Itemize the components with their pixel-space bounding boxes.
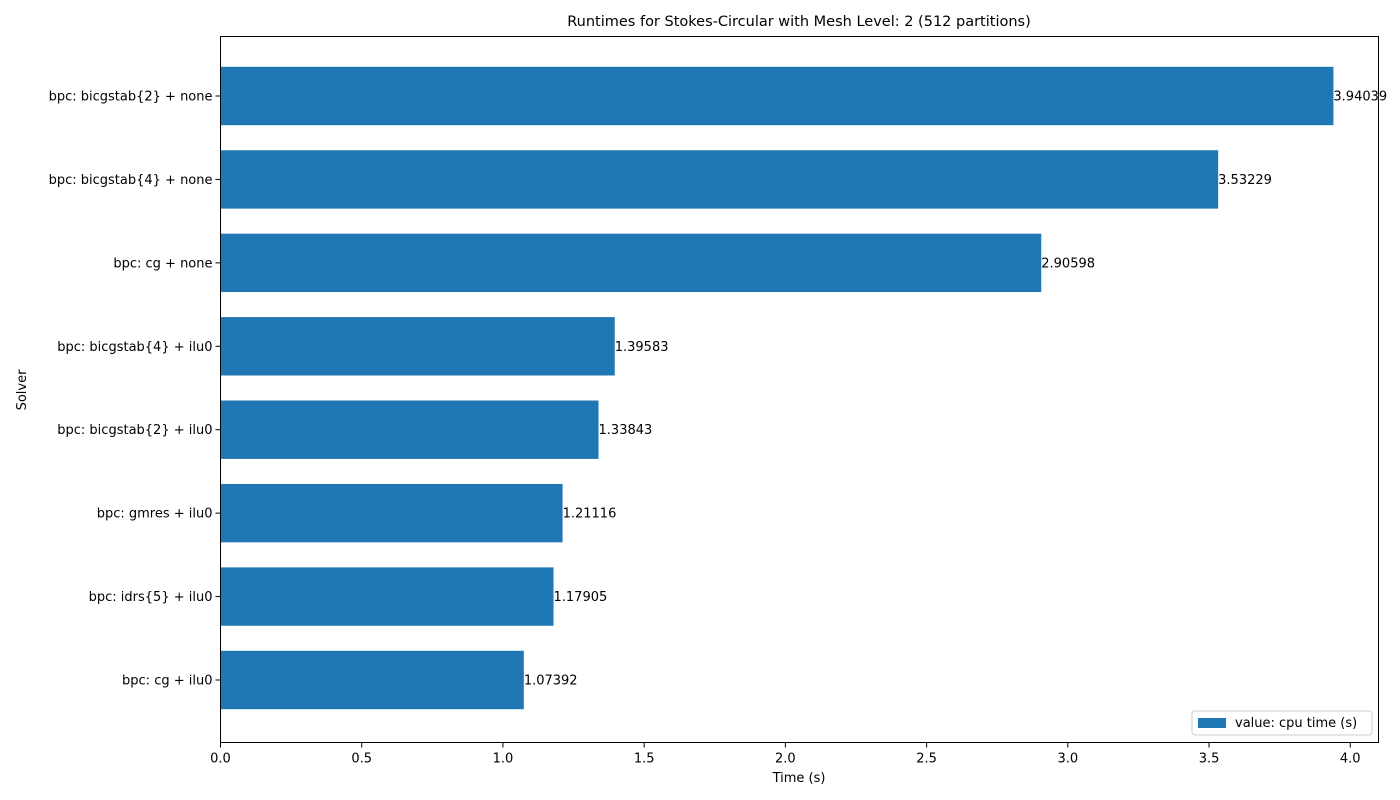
y-tick-label: bpc: bicgstab{2} + ilu0	[57, 423, 212, 438]
chart-title: Runtimes for Stokes-Circular with Mesh L…	[567, 14, 1031, 30]
x-tick-label: 2.5	[916, 752, 937, 767]
bar	[220, 233, 1042, 293]
legend-label: value: cpu time (s)	[1235, 716, 1357, 731]
bar	[220, 317, 615, 376]
bar	[220, 400, 599, 459]
x-tick-label: 0.0	[210, 752, 231, 767]
x-tick-label: 4.0	[1340, 752, 1361, 767]
y-axis-label: Solver	[15, 369, 30, 411]
x-tick-label: 1.5	[634, 752, 655, 767]
bars-layer	[220, 66, 1334, 710]
legend-swatch	[1198, 718, 1226, 728]
bar-value-label: 1.21116	[563, 507, 617, 522]
y-tick-label: bpc: bicgstab{4} + none	[49, 173, 213, 188]
x-axis-ticks: 0.0 0.5 1.0 1.5 2.0 2.5 3.0 3.5 4.0	[210, 742, 1361, 767]
bar	[220, 66, 1334, 126]
bar-value-label: 3.94039	[1333, 90, 1387, 105]
y-tick-label: bpc: gmres + ilu0	[97, 507, 213, 522]
y-tick-label: bpc: cg + none	[113, 256, 212, 271]
bar-value-label: 1.33843	[599, 423, 653, 438]
y-tick-label: bpc: cg + ilu0	[122, 674, 212, 689]
y-axis-ticks: bpc: bicgstab{2} + none bpc: bicgstab{4} …	[49, 90, 221, 689]
bar-value-label: 1.39583	[615, 340, 669, 355]
bar	[220, 567, 554, 626]
value-labels-layer: 3.94039 3.53229 2.90598 1.39583 1.33843 1.211…	[524, 90, 1387, 689]
bar-value-label: 1.17905	[554, 590, 608, 605]
x-tick-label: 0.5	[351, 752, 372, 767]
x-tick-label: 2.0	[775, 752, 796, 767]
plot-frame	[220, 36, 1379, 743]
x-tick-label: 3.5	[1199, 752, 1220, 767]
legend-box	[1191, 710, 1373, 736]
bar-value-label: 3.53229	[1218, 173, 1272, 188]
y-tick-label: bpc: idrs{5} + ilu0	[89, 590, 213, 605]
bar	[220, 483, 563, 543]
legend: value: cpu time (s)	[1191, 710, 1373, 736]
bar-value-label: 2.90598	[1041, 256, 1095, 271]
bar-value-label: 1.07392	[524, 674, 578, 689]
x-axis-label: Time (s)	[772, 771, 826, 786]
y-tick-label: bpc: bicgstab{4} + ilu0	[57, 340, 212, 355]
x-tick-label: 1.0	[493, 752, 514, 767]
bar	[220, 150, 1219, 209]
x-tick-label: 3.0	[1057, 752, 1078, 767]
bar	[220, 650, 524, 710]
y-tick-label: bpc: bicgstab{2} + none	[49, 90, 213, 105]
